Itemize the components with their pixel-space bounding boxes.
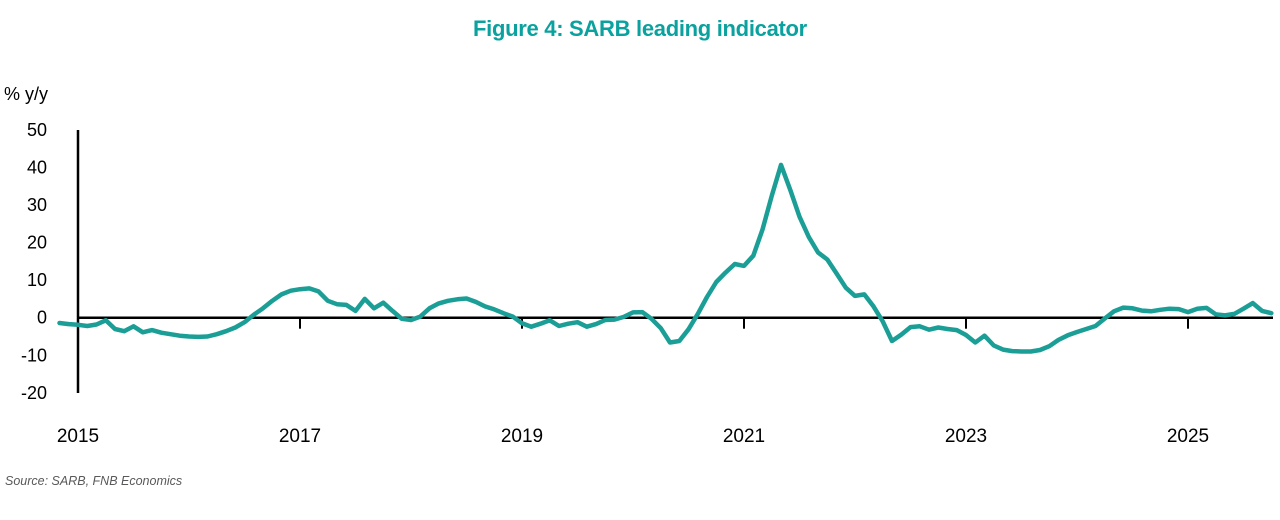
x-axis-tick-label: 2019 (501, 426, 543, 447)
x-axis-tick-label: 2015 (57, 426, 99, 447)
y-axis-tick-label: -10 (21, 345, 47, 365)
y-axis-tick-label: 0 (37, 308, 47, 328)
y-axis-tick-label: 30 (27, 195, 47, 215)
x-axis-tick-label: 2017 (279, 426, 321, 447)
data-line-sarb-leading-indicator (57, 162, 1274, 354)
y-axis-tick-label: -20 (21, 383, 47, 403)
y-axis-unit-label: % y/y (4, 84, 49, 104)
source-note: Source: SARB, FNB Economics (5, 474, 183, 488)
x-axis-tick-label: 2023 (945, 426, 987, 447)
x-axis-tick-label: 2025 (1167, 426, 1209, 447)
y-axis-tick-label: 40 (27, 158, 47, 178)
x-axis-tick-label: 2021 (723, 426, 765, 447)
y-axis-tick-label: 50 (27, 120, 47, 140)
y-axis-tick-label: 20 (27, 233, 47, 253)
y-axis-tick-label: 10 (27, 270, 47, 290)
chart-title: Figure 4: SARB leading indicator (473, 16, 807, 41)
